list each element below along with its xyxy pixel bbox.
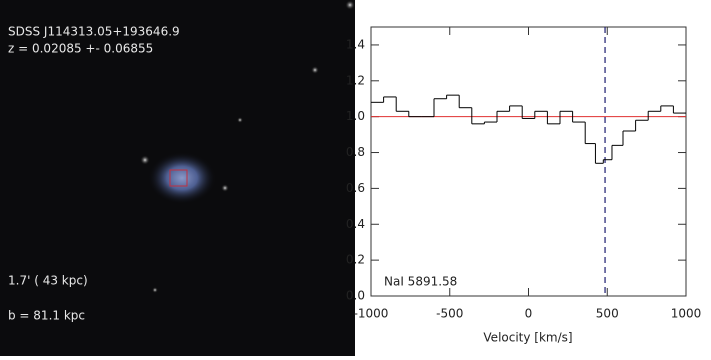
annotation: NaI 5891.58 xyxy=(384,275,457,289)
object-name: SDSS J114313.05+193646.9 xyxy=(8,25,180,39)
plot-frame xyxy=(370,26,687,297)
aperture-box xyxy=(169,169,188,187)
x-tick-label: -500 xyxy=(436,307,463,321)
x-tick-label: 0 xyxy=(525,307,533,321)
star xyxy=(237,117,243,123)
star xyxy=(311,66,319,74)
y-tick-label: 1.4 xyxy=(346,37,365,51)
y-tick-label: 0.0 xyxy=(346,289,365,303)
y-tick-label: 1.2 xyxy=(346,73,365,87)
y-tick-label: 0.8 xyxy=(346,145,365,159)
x-tick-label: 500 xyxy=(596,307,619,321)
galaxy xyxy=(148,152,216,204)
x-tick-label: -1000 xyxy=(354,307,389,321)
impact-parameter: b = 81.1 kpc xyxy=(8,309,85,323)
scale-label: 1.7' ( 43 kpc) xyxy=(8,274,88,288)
star xyxy=(140,155,150,165)
star xyxy=(345,0,355,10)
y-tick-label: 0.4 xyxy=(346,217,365,231)
y-tick-label: 0.2 xyxy=(346,253,365,267)
x-tick-label: 1000 xyxy=(671,307,702,321)
star xyxy=(221,184,229,192)
y-tick-label: 0.6 xyxy=(346,181,365,195)
star xyxy=(152,287,158,293)
x-axis-label: Velocity [km/s] xyxy=(483,331,572,345)
redshift: z = 0.02085 +- 0.06855 xyxy=(8,42,153,56)
y-tick-label: 1.0 xyxy=(346,109,365,123)
